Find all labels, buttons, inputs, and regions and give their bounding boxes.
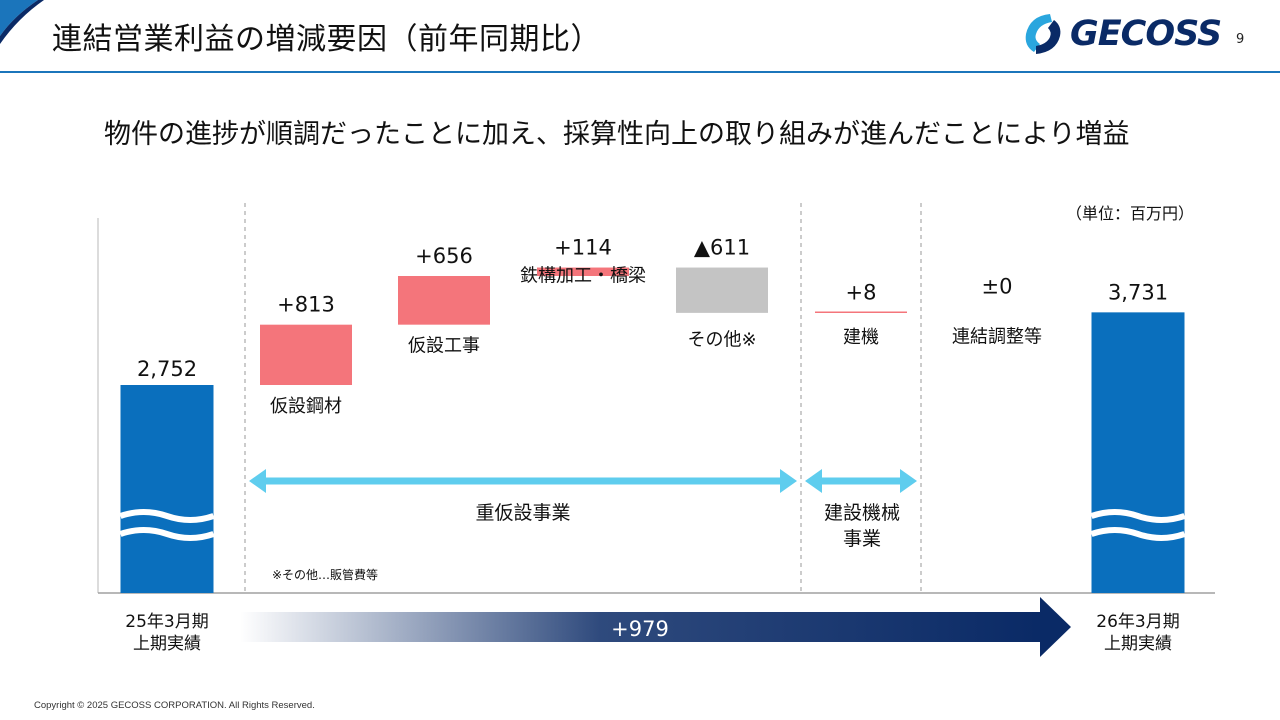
slide-subtitle: 物件の進捗が順調だったことに加え、採算性向上の取り組みが進んだことにより増益 <box>104 119 1130 150</box>
start-category-label-line2: 上期実績 <box>133 634 201 654</box>
bar-step-2 <box>398 276 490 325</box>
gecoss-logo-mark-icon <box>1025 14 1061 54</box>
segment-arrow-heavy-temporary <box>249 469 797 493</box>
total-change-arrow <box>240 597 1071 657</box>
bar-value-label-step-2: +656 <box>415 244 473 268</box>
logo-text: GECOSS <box>1070 14 1222 54</box>
bar-value-label-step-3: +114 <box>554 236 612 260</box>
gecoss-logo: GECOSS <box>1020 10 1222 58</box>
category-label-step-6: 連結調整等 <box>952 326 1042 347</box>
axis-break-wave <box>119 509 215 523</box>
end-category-label-line2: 上期実績 <box>1104 634 1172 654</box>
header-corner-decoration <box>0 0 44 44</box>
page-title: 連結営業利益の増減要因（前年同期比） <box>52 22 601 57</box>
page-number: 9 <box>1236 32 1245 47</box>
total-change-label: +979 <box>611 617 669 641</box>
category-label-step-3: 鉄構加工・橋梁 <box>520 266 646 287</box>
category-label-step-5: 建機 <box>843 327 879 348</box>
bar-value-label-start: 2,752 <box>137 357 197 381</box>
category-label-step-2: 仮設工事 <box>408 336 480 357</box>
unit-label: （単位：百万円） <box>1066 204 1194 223</box>
category-label-step-4: その他※ <box>687 330 756 351</box>
bar-value-label-step-4: ▲611 <box>694 236 750 260</box>
bar-step-1 <box>260 324 352 385</box>
bar-value-label-end: 3,731 <box>1108 280 1168 304</box>
copyright-notice: Copyright © 2025 GECOSS CORPORATION. All… <box>34 700 315 711</box>
segment-label-heavy-temporary: 重仮設事業 <box>475 502 570 524</box>
category-label-step-1: 仮設鋼材 <box>270 396 342 417</box>
bar-end <box>1091 312 1185 593</box>
footnote: ※その他…販管費等 <box>272 567 378 582</box>
axis-break-wave <box>1090 527 1186 541</box>
bar-value-label-step-6: ±0 <box>982 274 1013 298</box>
axis-break-wave <box>119 527 215 541</box>
bar-value-label-step-5: +8 <box>846 280 877 304</box>
bar-step-3 <box>537 267 629 277</box>
segment-label-construction-machinery-line1: 建設機械 <box>824 502 900 524</box>
start-category-label-line1: 25年3月期 <box>125 612 208 632</box>
end-category-label-line1: 26年3月期 <box>1096 612 1179 632</box>
segment-arrow-construction-machinery <box>805 469 917 493</box>
axis-break-wave <box>1090 509 1186 523</box>
header-divider <box>0 71 1280 73</box>
bar-step-4 <box>676 267 768 313</box>
segment-label-construction-machinery-line2: 事業 <box>843 528 881 550</box>
bar-start <box>120 385 214 593</box>
bar-value-label-step-1: +813 <box>277 293 335 317</box>
